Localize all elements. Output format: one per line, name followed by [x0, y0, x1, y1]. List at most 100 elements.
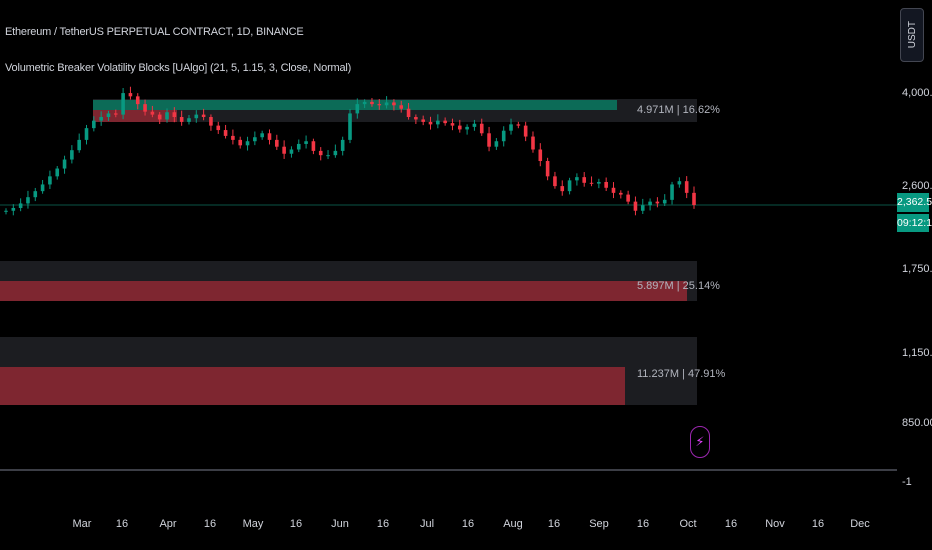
- x-tick-label: Apr: [159, 518, 176, 530]
- x-tick-label: Jul: [420, 518, 434, 530]
- candle-body: [26, 197, 30, 204]
- candle-body: [40, 184, 45, 192]
- candle-body: [670, 184, 674, 200]
- candle-body: [523, 125, 528, 137]
- x-tick-label: 16: [725, 518, 737, 530]
- candle-body: [640, 205, 645, 211]
- candle-body: [165, 112, 169, 120]
- time-axis[interactable]: Mar 16 Apr 16 May 16 Jun 16 Jul 16 Aug 16 Sep 16 Oct 16…: [73, 518, 871, 530]
- candle-body: [311, 141, 316, 151]
- candle-body: [370, 101, 374, 105]
- volatility-blocks: 4.971M | 16.62% 5.897M | 25.14% 11.237M …: [0, 99, 725, 405]
- block-1-label: 4.971M | 16.62%: [637, 104, 720, 116]
- candle-body: [362, 101, 367, 105]
- block-3-fill: [0, 367, 625, 405]
- candle-body: [450, 123, 455, 126]
- candle-body: [487, 133, 491, 147]
- candle-body: [99, 117, 103, 121]
- x-tick-label: 16: [812, 518, 824, 530]
- x-tick-label: 16: [377, 518, 389, 530]
- block-2-label: 5.897M | 25.14%: [637, 280, 720, 292]
- candle-body: [289, 149, 294, 154]
- candle-body: [223, 130, 228, 136]
- candle-body: [538, 149, 543, 162]
- candle-body: [472, 123, 477, 127]
- candle-body: [194, 114, 199, 119]
- candle-body: [655, 201, 660, 204]
- block-1-fill: [93, 100, 617, 110]
- candle-body: [179, 117, 184, 122]
- currency-button[interactable]: USDT: [900, 8, 924, 62]
- x-tick-label: 16: [462, 518, 474, 530]
- x-tick-label: 16: [204, 518, 216, 530]
- candle-body: [216, 125, 221, 131]
- candle-body: [597, 181, 601, 184]
- candle-body: [275, 139, 279, 147]
- candle-body: [157, 114, 162, 120]
- candle-body: [245, 141, 250, 146]
- candle-body: [662, 199, 667, 204]
- candle-body: [113, 113, 118, 115]
- candle-body: [545, 161, 550, 177]
- x-tick-label: 16: [116, 518, 128, 530]
- candle-body: [92, 120, 96, 129]
- candle-body: [399, 105, 404, 109]
- candle-body: [589, 182, 594, 184]
- candle-body: [318, 150, 323, 156]
- candle-body: [494, 141, 499, 147]
- current-price-tag: 2,362.53: [897, 193, 932, 212]
- block-3-label: 11.237M | 47.91%: [637, 368, 725, 380]
- x-tick-label: 16: [290, 518, 302, 530]
- candle-body: [406, 108, 411, 118]
- candle-body: [633, 201, 638, 211]
- indicator-title[interactable]: Volumetric Breaker Volatility Blocks [UA…: [5, 62, 352, 74]
- candle-body: [501, 130, 506, 142]
- candle-body: [516, 124, 521, 126]
- candle-body: [479, 123, 484, 134]
- x-tick-label: Jun: [331, 518, 349, 530]
- candle-body: [326, 155, 330, 157]
- price-axis[interactable]: 4,000.00 2,600.00 1,750.00 1,150.00 850.00 -1: [902, 87, 932, 488]
- candle-body: [84, 128, 89, 140]
- x-tick-label: May: [243, 518, 264, 530]
- x-tick-label: Sep: [589, 518, 609, 530]
- candle-body: [348, 113, 352, 140]
- candle-body: [567, 180, 572, 192]
- candle-body: [553, 176, 557, 187]
- candle-body: [33, 191, 38, 198]
- candle-body: [135, 96, 140, 105]
- candle-body: [304, 141, 308, 144]
- candle-body: [457, 125, 462, 130]
- x-tick-label: Mar: [73, 518, 92, 530]
- candle-body: [692, 192, 696, 205]
- candle-body: [238, 139, 243, 146]
- lightning-icon[interactable]: ⚡: [690, 426, 710, 458]
- candle-body: [340, 139, 345, 151]
- candle-body: [282, 146, 286, 154]
- block-1-red-segment: [93, 110, 177, 122]
- candle-body: [509, 124, 513, 131]
- candle-body: [18, 203, 23, 208]
- candle-body: [611, 187, 616, 193]
- symbol-title[interactable]: Ethereum / TetherUS PERPETUAL CONTRACT, …: [5, 26, 304, 38]
- candle-body: [465, 126, 469, 130]
- candle-body: [428, 121, 433, 125]
- candle-body: [677, 181, 682, 185]
- candle-body: [143, 104, 147, 112]
- candle-body: [575, 177, 579, 181]
- candle-body: [531, 136, 535, 150]
- y-tick-label: 4,000.00: [902, 87, 932, 99]
- candle-body: [392, 102, 396, 106]
- candle-body: [436, 120, 440, 125]
- candle-body: [648, 201, 652, 206]
- candle-body: [296, 143, 301, 150]
- candle-body: [231, 135, 235, 140]
- x-tick-label: Nov: [765, 518, 785, 530]
- y-tick-label: 1,750.00: [902, 263, 932, 275]
- currency-label: USDT: [906, 21, 918, 49]
- candle-body: [48, 176, 52, 185]
- candle-body: [187, 118, 191, 122]
- countdown-tag: 09:12:16: [897, 214, 932, 232]
- x-tick-label: Aug: [503, 518, 523, 530]
